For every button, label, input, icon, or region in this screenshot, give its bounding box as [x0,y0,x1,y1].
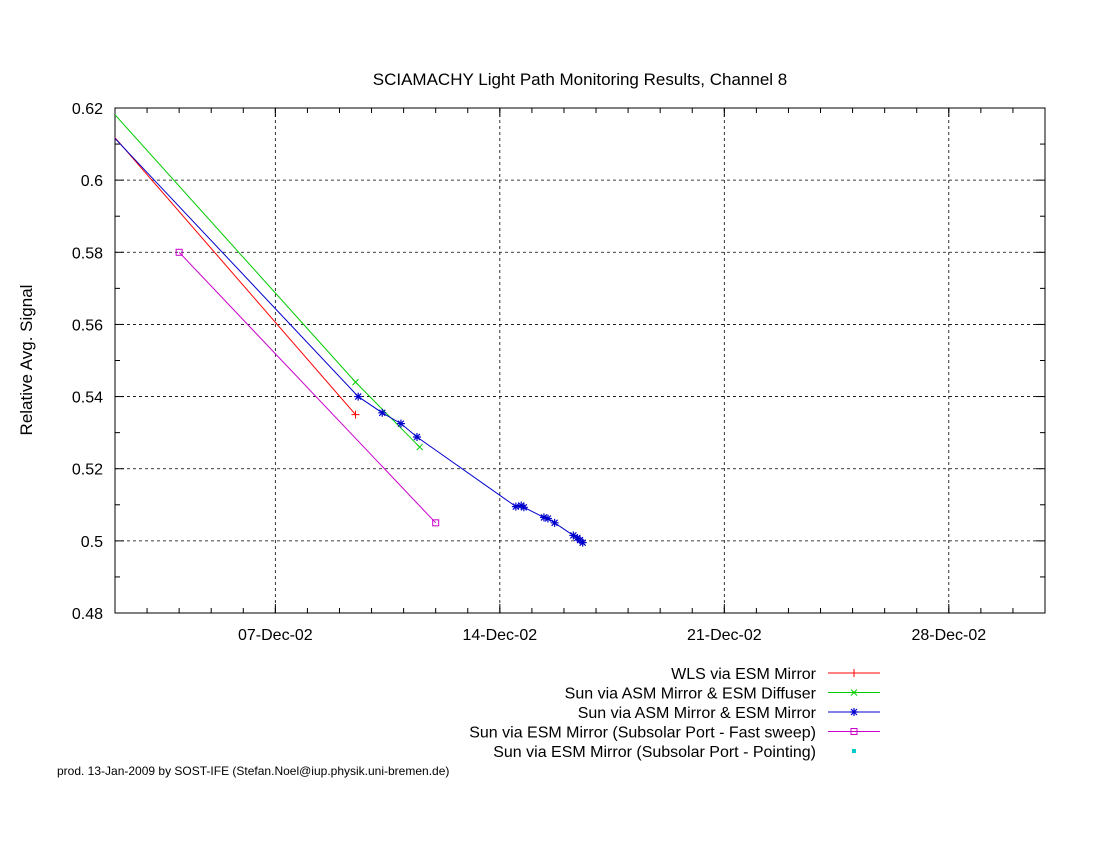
y-axis-label: Relative Avg. Signal [17,285,36,436]
legend-marker [850,708,858,716]
data-point [569,531,578,540]
y-tick-label: 0.5 [81,534,103,551]
data-point [412,432,421,441]
ticks [115,107,1045,614]
legend-marker [850,689,858,696]
legend-label: Sun via ASM Mirror & ESM Mirror [578,705,817,722]
series-markers [175,248,587,547]
x-tick-label: 14-Dec-02 [462,627,537,644]
data-point [550,518,559,527]
data-point [539,513,548,522]
series-line [115,137,584,544]
data-point [396,419,405,428]
chart-title: SCIAMACHY Light Path Monitoring Results,… [373,70,788,89]
y-tick-label: 0.6 [81,173,103,190]
legend: WLS via ESM Mirror Sun via ASM Mirror & E… [469,666,880,761]
data-point [351,410,360,419]
data-point [517,501,526,510]
legend-marker [850,669,858,677]
series-line [178,251,437,524]
y-tick-label: 0.54 [72,390,103,407]
legend-label: Sun via ASM Mirror & ESM Diffuser [565,686,817,703]
x-tick-label: 07-Dec-02 [238,627,313,644]
series-line [115,114,421,448]
y-tick-label: 0.58 [72,245,103,262]
data-point [511,502,520,511]
y-tick-label: 0.62 [72,101,103,118]
data-point [175,248,183,256]
legend-label: Sun via ESM Mirror (Subsolar Port - Fast… [469,725,816,742]
grid [115,108,1045,613]
legend-marker [852,749,856,753]
data-point [416,443,424,451]
y-tick-label: 0.56 [72,317,103,334]
data-point [432,519,440,527]
data-point [378,408,387,417]
data-point [519,503,528,512]
y-tick-label: 0.48 [72,606,103,623]
data-point [578,538,587,547]
legend-label: Sun via ESM Mirror (Subsolar Port - Poin… [493,744,816,761]
y-tick-label: 0.52 [72,462,103,479]
x-tick-label: 21-Dec-02 [687,627,762,644]
legend-label: WLS via ESM Mirror [671,666,817,683]
legend-marker [850,728,858,735]
series-lines [115,114,584,544]
data-point [354,392,363,401]
x-tick-label: 28-Dec-02 [911,627,986,644]
footer-credit: prod. 13-Jan-2009 by SOST-IFE (Stefan.No… [57,764,450,778]
data-point [352,378,359,386]
tick-labels: 0.48 0.5 0.52 0.54 0.56 0.58 0.6 0.62 07-Dec-02 1… [72,101,986,644]
data-point [543,514,552,523]
